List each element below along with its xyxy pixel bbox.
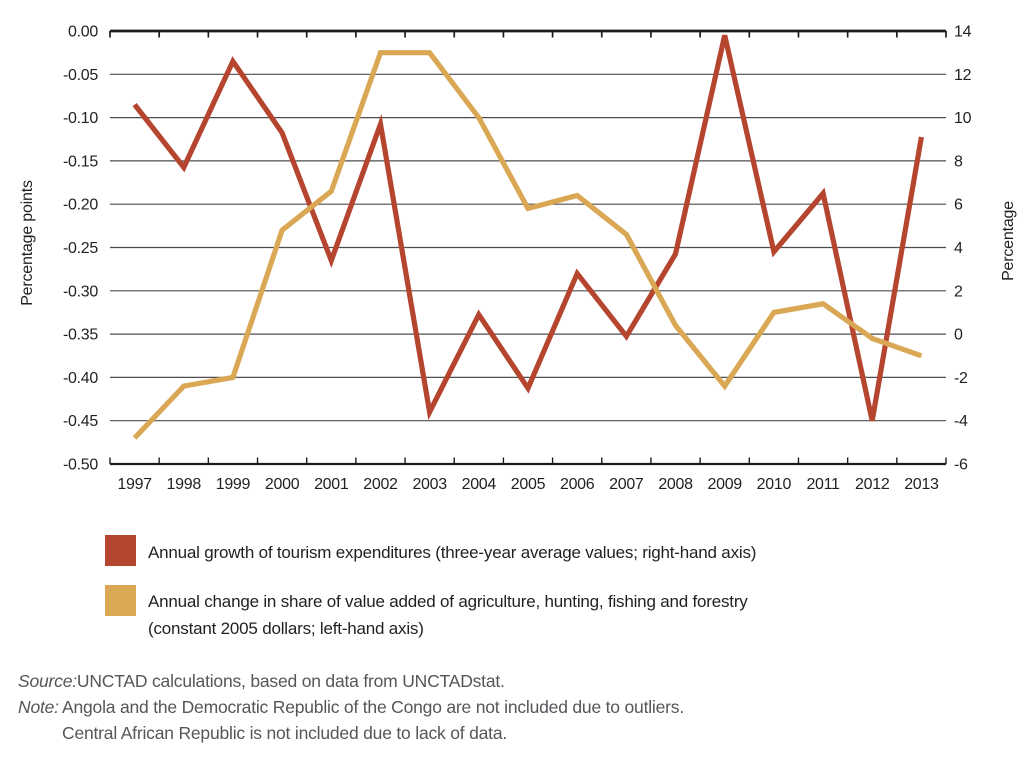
x-axis-year-label: 2000 [265, 476, 300, 493]
right-axis-tick-label: 12 [954, 67, 972, 84]
x-axis-year-label: 2006 [560, 476, 595, 493]
left-axis-tick-label: -0.05 [63, 67, 98, 84]
x-axis-year-label: 2011 [806, 476, 840, 493]
left-axis-tick-label: -0.20 [63, 197, 98, 214]
left-axis-tick-label: -0.10 [63, 110, 98, 127]
legend-label-tourism: Annual growth of tourism expenditures (t… [148, 543, 757, 562]
x-axis-year-label: 2004 [462, 476, 497, 493]
legend-item-tourism: Annual growth of tourism expenditures (t… [105, 533, 985, 566]
left-axis-title: Percentage points [19, 180, 36, 306]
legend-item-agriculture: Annual change in share of value added of… [105, 583, 985, 642]
note-line-1: Note: Angola and the Democratic Republic … [18, 694, 1018, 720]
series-line-tourism [132, 34, 924, 422]
source-line: Source:UNCTAD calculations, based on dat… [18, 668, 1018, 694]
left-axis-tick-label: -0.15 [63, 153, 98, 170]
chart-svg: 0.00 14 -0.05 12 -0.10 10 -0.15 8 -0.20 6 -0.25 4 -0… [63, 24, 972, 494]
series-line-agriculture [132, 50, 923, 440]
note-text-2: Central African Republic is not included… [62, 723, 508, 743]
right-axis-tick-label: 10 [954, 110, 972, 127]
right-axis-tick-label: -4 [954, 413, 968, 430]
x-axis-year-label: 2002 [363, 476, 398, 493]
left-axis-tick-label: -0.30 [63, 283, 98, 300]
x-axis-year-label: 2008 [658, 476, 693, 493]
x-axis-year-label: 2007 [609, 476, 644, 493]
source-label: Source: [18, 671, 77, 691]
left-axis-tick-label: -0.45 [63, 413, 98, 430]
note-text-1: Angola and the Democratic Republic of th… [62, 697, 684, 717]
x-axis-year-label: 1998 [167, 476, 202, 493]
right-axis-tick-label: 0 [954, 327, 963, 344]
right-axis-tick-label: -6 [954, 457, 968, 474]
x-axis-year-label: 2010 [757, 476, 792, 493]
right-axis-tick-label: 6 [954, 197, 963, 214]
left-axis-tick-label: -0.40 [63, 370, 98, 387]
legend: Annual growth of tourism expenditures (t… [105, 533, 985, 659]
x-axis-year-label: 2005 [511, 476, 546, 493]
right-axis-tick-label: 4 [954, 240, 963, 257]
legend-swatch-agriculture [105, 585, 136, 616]
x-axis-year-label: 2009 [708, 476, 743, 493]
legend-label-agriculture-line1: Annual change in share of value added of… [148, 592, 748, 611]
x-axis-year-label: 1999 [216, 476, 251, 493]
left-axis-tick-label: -0.50 [63, 457, 98, 474]
x-axis-year-label: 2013 [904, 476, 939, 493]
right-axis-tick-label: 8 [954, 153, 963, 170]
note-label: Note: [18, 697, 59, 717]
x-axis-year-label: 2001 [314, 476, 349, 493]
legend-label-agriculture-line2: (constant 2005 dollars; left-hand axis) [148, 619, 424, 638]
right-axis-tick-label: -2 [954, 370, 968, 387]
right-axis-tick-label: 14 [954, 24, 972, 41]
left-axis-tick-label: -0.35 [63, 327, 98, 344]
left-axis-tick-label: 0.00 [68, 24, 98, 41]
legend-label-agriculture: Annual change in share of value added of… [148, 583, 985, 642]
chart-area: 0.00 14 -0.05 12 -0.10 10 -0.15 8 -0.20 6 -0.25 4 -0… [63, 24, 972, 494]
x-axis-year-label: 1997 [117, 476, 152, 493]
source-text: UNCTAD calculations, based on data from … [76, 671, 505, 691]
right-axis-title: Percentage [1000, 201, 1017, 281]
x-axis-year-label: 2003 [412, 476, 447, 493]
x-axis-year-label: 2012 [855, 476, 890, 493]
left-axis-tick-label: -0.25 [63, 240, 98, 257]
footer: Source:UNCTAD calculations, based on dat… [18, 668, 1018, 746]
note-line-2: Central African Republic is not included… [18, 720, 1018, 746]
legend-swatch-tourism [105, 535, 136, 566]
right-axis-tick-label: 2 [954, 283, 963, 300]
